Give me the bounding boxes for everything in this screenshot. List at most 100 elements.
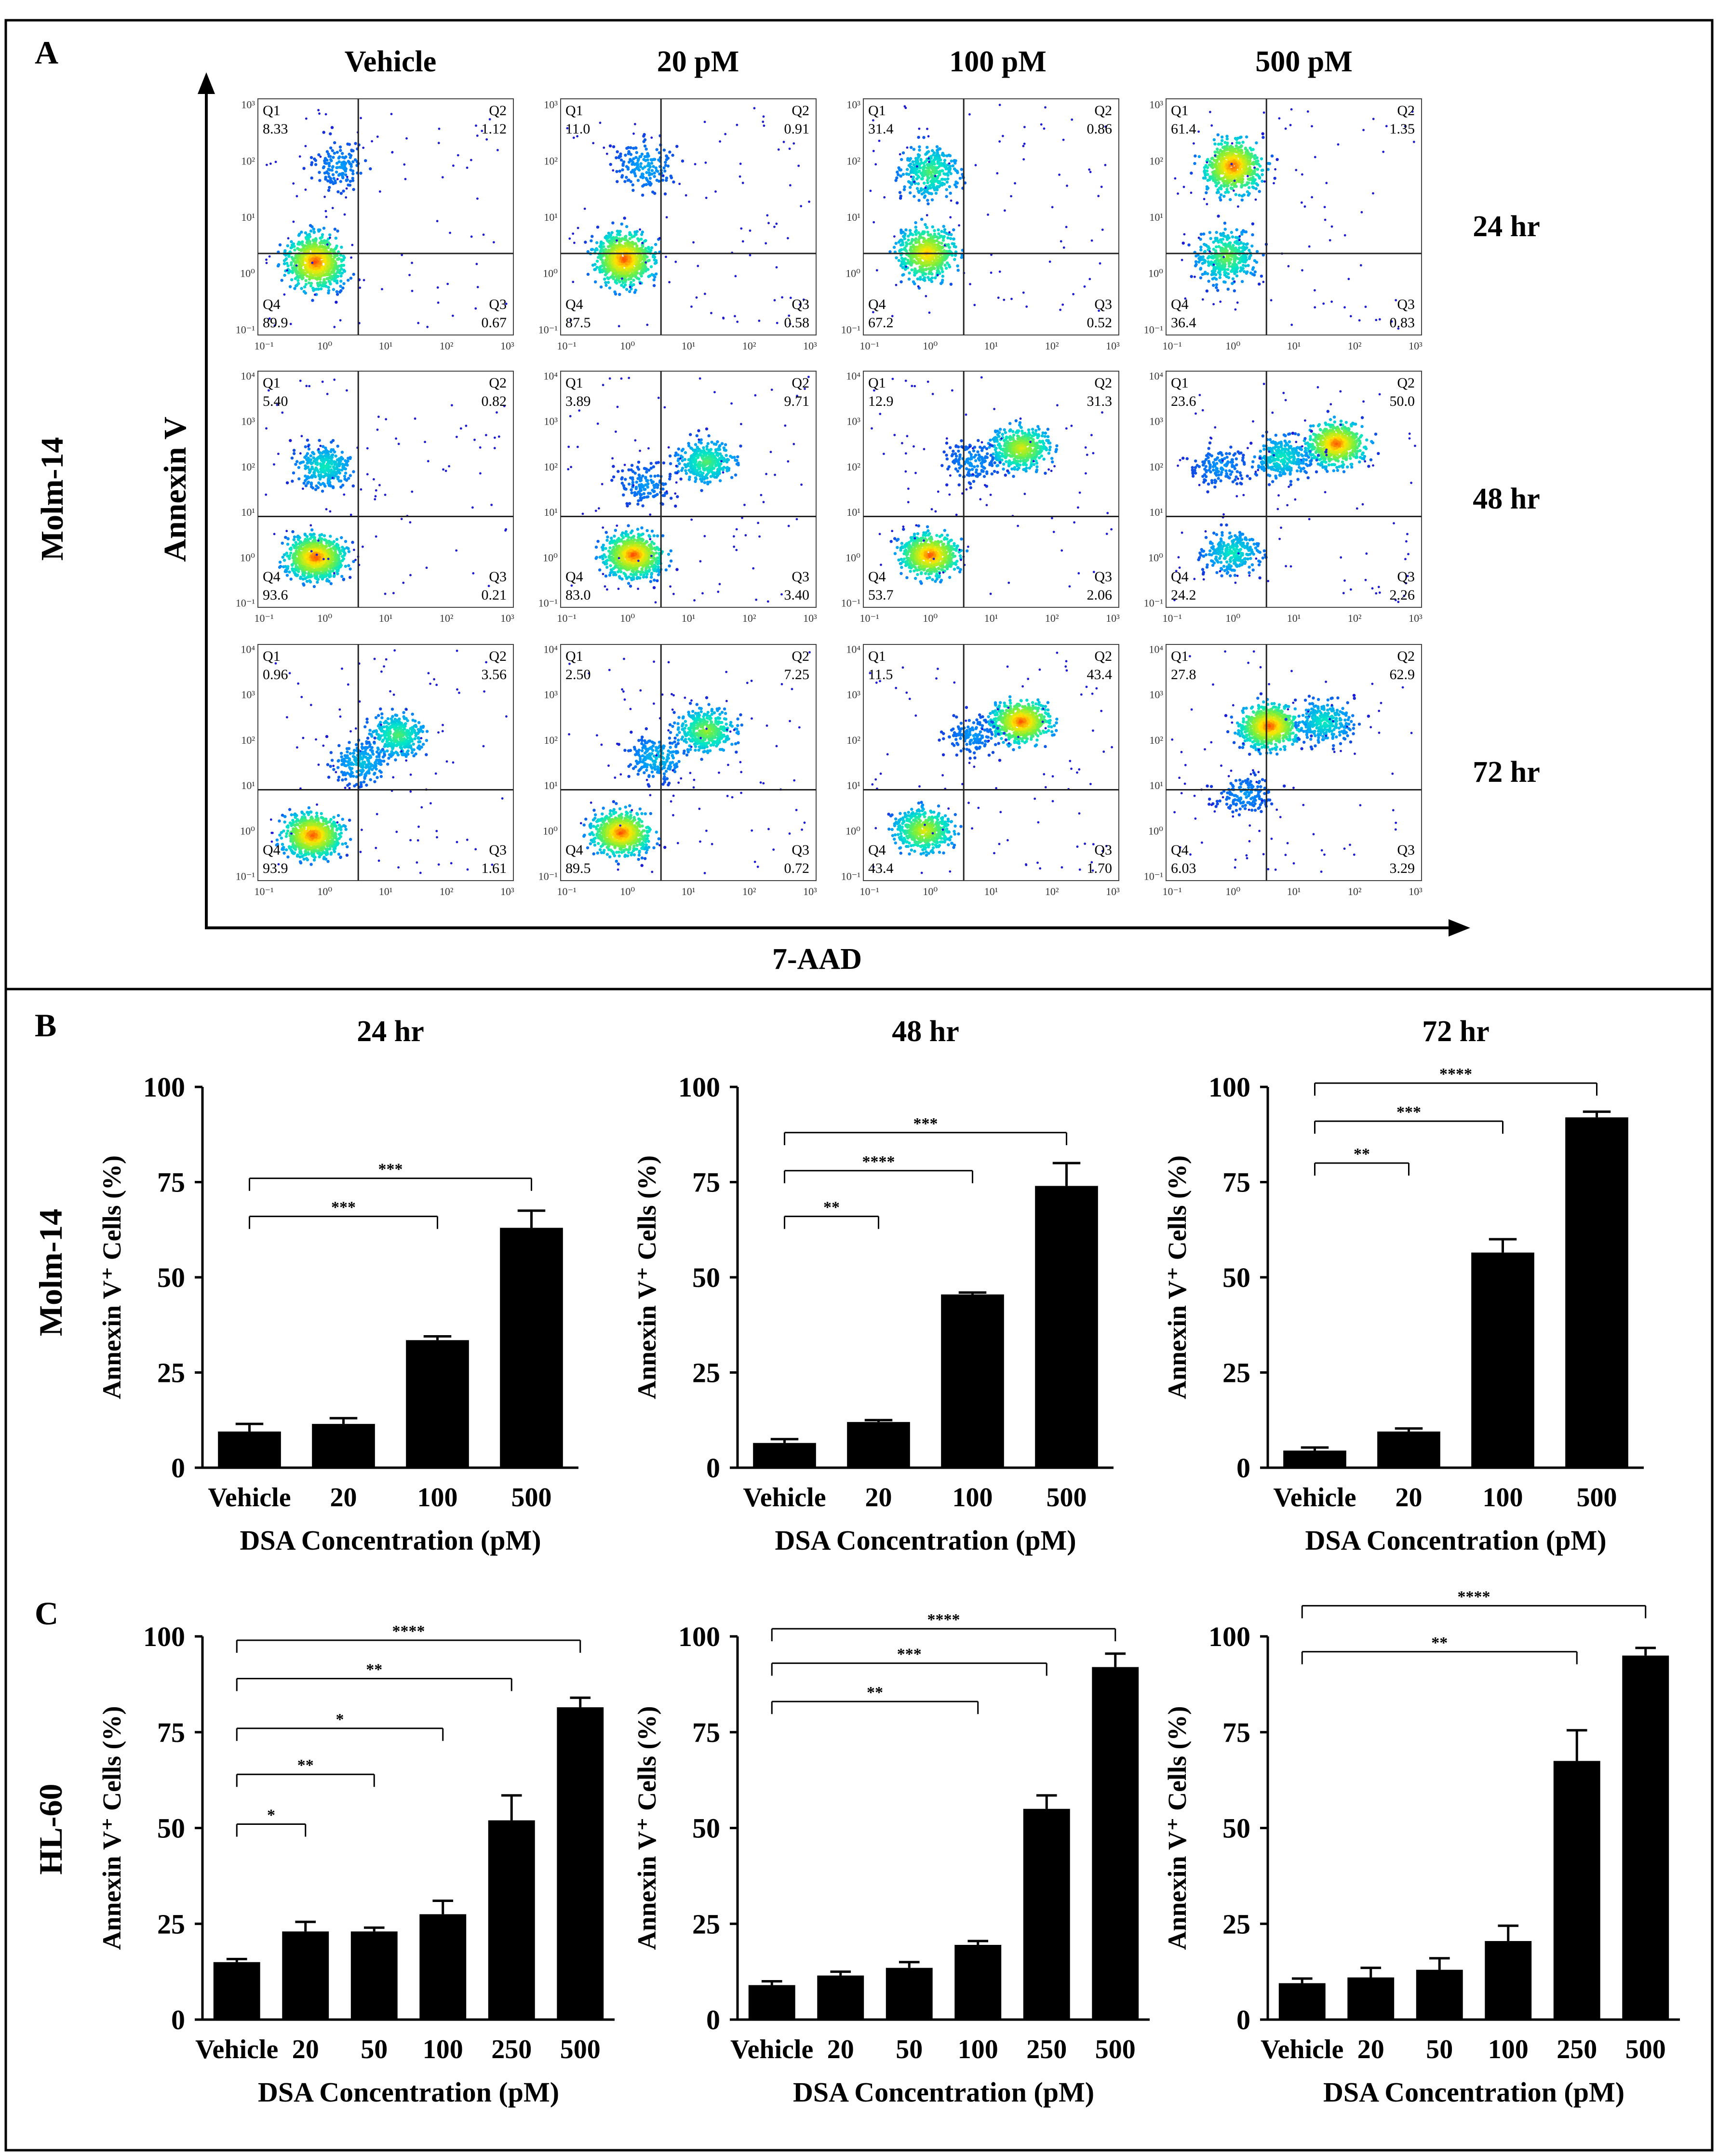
flow-event-point [653,275,657,279]
flow-event-point [326,277,330,281]
x-tick-label: 10⁻¹ [557,340,577,352]
flow-event-point [309,247,313,251]
flow-event-point [908,186,912,189]
flow-event-point [336,275,340,278]
flow-event-point [638,257,642,261]
flow-event-point [922,167,925,171]
flow-event-point [1221,139,1224,142]
flow-event-point [1062,138,1065,141]
flow-event-point [1248,255,1251,258]
flow-event-point [647,168,651,172]
flow-event-point [914,270,918,273]
flow-event-point [295,195,298,198]
flow-event-point [911,160,914,163]
flow-event-point [293,245,296,248]
flow-event-point [325,150,329,153]
x-tick-label: 10⁰ [923,340,938,352]
flow-event-point [330,263,334,267]
flow-event-point [349,162,353,166]
flow-event-point [621,244,624,248]
flow-event-point [909,191,912,195]
flow-event-point [340,264,343,267]
flow-event-point [942,225,945,228]
flow-event-point [1343,234,1346,237]
flow-event-point [948,249,952,253]
flow-event-point [926,170,929,173]
flow-event-point [1206,158,1209,161]
flow-event-point [697,265,699,268]
flow-event-point [916,153,920,157]
flow-event-point [452,164,455,167]
flow-event-point [1214,273,1218,276]
flow-event-point [736,321,739,323]
flow-event-point [311,274,314,277]
flow-event-point [935,171,939,174]
flow-event-point [1226,268,1230,271]
flow-event-point [283,273,286,277]
flow-event-point [1287,265,1290,268]
y-tick-label: 10⁻¹ [841,323,860,335]
flow-event-point [318,265,321,268]
flow-event-point [310,176,313,180]
panel-a-axis-arrows [198,72,1470,937]
flow-event-point [907,238,910,242]
flow-event-point [323,267,327,270]
flow-event-point [762,121,765,123]
flow-event-point [296,258,299,261]
flow-event-point [573,241,576,244]
flow-event-point [310,528,314,532]
flow-event-point [584,241,587,244]
flow-event-point [330,126,334,129]
flow-event-point [1226,255,1229,259]
flow-event-point [505,302,508,305]
flow-event-point [599,285,603,289]
flow-event-point [315,249,319,253]
flow-event-point [902,273,905,276]
flow-event-point [1225,164,1229,167]
flow-event-point [630,247,633,251]
flow-event-point [919,158,923,161]
flow-event-point [1347,278,1350,281]
flow-event-point [616,180,619,183]
flow-event-point [1220,259,1223,263]
flow-event-point [926,248,929,252]
flow-event-point [314,159,317,162]
flow-event-point [1233,280,1236,283]
flow-event-point [1217,190,1220,194]
flow-event-point [336,190,340,194]
7aad-axis-title: 7-AAD [772,943,862,976]
flow-event-point [899,238,903,242]
flow-event-point [309,224,312,227]
flow-event-point [296,282,300,285]
flow-event-point [1412,141,1415,143]
flow-event-point [279,564,282,568]
flow-event-point [922,161,926,165]
flow-event-point [956,268,960,272]
flow-event-point [917,199,921,202]
flow-event-point [1278,117,1281,120]
flow-event-point [917,190,921,194]
flow-event-point [333,268,336,271]
flow-event-point [1275,158,1279,161]
flow-event-point [331,149,334,152]
flow-event-point [1229,175,1233,178]
flow-event-point [650,161,654,165]
flow-event-point [1227,161,1231,164]
flow-event-point [336,161,339,165]
flow-event-point [1181,241,1185,245]
quadrant-value-q1: 11.0 [565,121,590,137]
flow-event-point [323,196,326,198]
flow-event-point [286,244,289,248]
flow-event-point [899,174,903,178]
flow-event-point [1238,167,1242,171]
flow-event-point [631,244,634,248]
flow-event-point [872,221,875,224]
flow-event-point [1221,146,1225,149]
flow-event-point [875,269,878,272]
flow-event-point [949,191,952,195]
flow-event-point [1375,319,1378,321]
flow-event-point [330,270,334,273]
flow-event-point [1071,118,1074,121]
flow-event-point [665,216,668,219]
flow-event-point [1225,147,1229,150]
